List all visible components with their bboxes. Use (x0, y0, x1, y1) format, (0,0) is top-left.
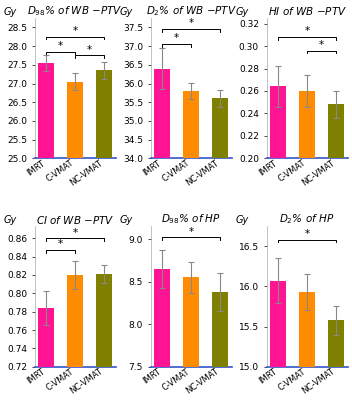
Text: Gy: Gy (235, 215, 249, 225)
Title: $HI$ of WB $-$PTV: $HI$ of WB $-$PTV (268, 5, 347, 17)
Bar (299, 292, 315, 400)
Bar (328, 104, 344, 383)
Title: $D_{98}$% of WB $-$PTV: $D_{98}$% of WB $-$PTV (27, 4, 123, 18)
Text: *: * (319, 40, 324, 50)
Title: $D_{2}$% of HP: $D_{2}$% of HP (279, 212, 335, 226)
Bar (212, 292, 228, 400)
Bar (67, 82, 83, 400)
Text: *: * (58, 41, 63, 51)
Text: Gy: Gy (120, 7, 133, 17)
Text: *: * (304, 26, 310, 36)
Bar (154, 269, 170, 400)
Title: $D_{2}$% of WB $-$PTV: $D_{2}$% of WB $-$PTV (146, 4, 237, 18)
Text: *: * (189, 227, 194, 237)
Bar (38, 63, 54, 400)
Bar (183, 91, 199, 400)
Text: Gy: Gy (4, 7, 17, 17)
Bar (154, 68, 170, 400)
Bar (212, 98, 228, 400)
Text: *: * (189, 18, 194, 28)
Bar (67, 275, 83, 400)
Bar (270, 86, 286, 383)
Text: Gy: Gy (120, 215, 133, 225)
Bar (96, 274, 112, 400)
Bar (183, 277, 199, 400)
Text: *: * (73, 228, 78, 238)
Bar (38, 308, 54, 400)
Bar (270, 281, 286, 400)
Text: *: * (87, 45, 92, 55)
Text: *: * (58, 240, 63, 250)
Bar (328, 320, 344, 400)
Text: Gy: Gy (4, 215, 17, 225)
Text: Gy: Gy (235, 7, 249, 17)
Text: *: * (73, 26, 78, 36)
Text: *: * (174, 34, 179, 44)
Title: $CI$ of WB $-$PTV: $CI$ of WB $-$PTV (36, 214, 115, 226)
Title: $D_{98}$% of HP: $D_{98}$% of HP (161, 212, 221, 226)
Text: *: * (304, 229, 310, 239)
Bar (299, 91, 315, 383)
Bar (96, 70, 112, 400)
